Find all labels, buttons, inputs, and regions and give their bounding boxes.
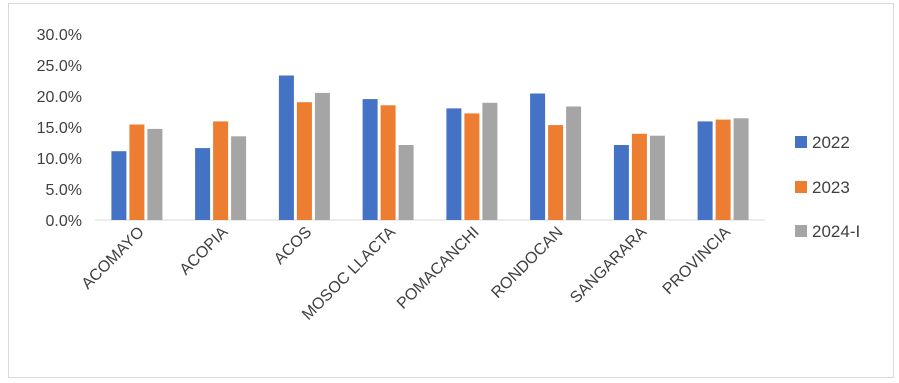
y-tick-label: 15.0% xyxy=(37,120,82,137)
bar-2024-i xyxy=(566,106,582,220)
bar-2023 xyxy=(631,133,647,220)
bar-2022 xyxy=(446,108,462,220)
x-tick-label: POMACANCHI xyxy=(394,224,483,313)
legend-swatch xyxy=(795,225,807,237)
bar-2024-i xyxy=(147,128,163,220)
x-tick-label: PROVINCIA xyxy=(660,224,734,298)
bar-2022 xyxy=(530,93,546,220)
bar-2023 xyxy=(296,102,312,220)
bar-2023 xyxy=(380,105,396,220)
x-tick-label: SANGARARA xyxy=(567,224,650,307)
y-tick-label: 25.0% xyxy=(37,58,82,75)
legend-label: 2024-I xyxy=(812,222,860,241)
x-tick-label: ACOPIA xyxy=(177,224,232,279)
x-tick-label: ACOS xyxy=(271,224,315,268)
legend-swatch xyxy=(795,181,807,193)
legend-swatch xyxy=(795,136,807,148)
x-tick-label: ACOMAYO xyxy=(79,224,148,293)
y-tick-label: 10.0% xyxy=(37,151,82,168)
bar-2024-i xyxy=(649,135,665,220)
bar-2022 xyxy=(111,151,127,220)
y-tick-label: 0.0% xyxy=(46,213,82,230)
bar-2022 xyxy=(362,99,378,220)
bar-2022 xyxy=(697,121,713,220)
bar-2023 xyxy=(548,125,564,220)
bar-2024-i xyxy=(314,92,330,220)
x-tick-label: RONDOCAN xyxy=(488,224,566,302)
bar-2022 xyxy=(278,75,294,220)
legend-label: 2023 xyxy=(812,178,850,197)
bar-2022 xyxy=(613,145,629,220)
bar-2023 xyxy=(129,124,145,220)
x-tick-label: MOSOC LLACTA xyxy=(299,224,399,324)
legend-label: 2022 xyxy=(812,133,850,152)
y-tick-label: 30.0% xyxy=(37,27,82,44)
bar-2023 xyxy=(213,121,229,220)
bar-2023 xyxy=(715,119,731,220)
bar-2023 xyxy=(464,113,480,220)
bar-2022 xyxy=(195,148,211,220)
bar-2024-i xyxy=(231,136,247,220)
y-tick-label: 20.0% xyxy=(37,89,82,106)
bar-2024-i xyxy=(398,145,414,220)
bar-2024-i xyxy=(482,102,498,220)
y-tick-label: 5.0% xyxy=(46,182,82,199)
bar-2024-i xyxy=(733,118,749,220)
